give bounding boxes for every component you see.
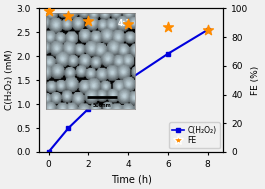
Point — [46, 10, 51, 13]
Y-axis label: FE (%): FE (%) — [251, 66, 260, 95]
Point — [86, 20, 90, 23]
Point — [66, 14, 70, 17]
Legend: C(H₂O₂), FE: C(H₂O₂), FE — [169, 122, 220, 148]
Y-axis label: C(H₂O₂) (mM): C(H₂O₂) (mM) — [5, 50, 14, 110]
Point — [166, 26, 170, 29]
Point — [205, 28, 210, 31]
X-axis label: Time (h): Time (h) — [111, 174, 152, 184]
Point — [126, 23, 130, 26]
